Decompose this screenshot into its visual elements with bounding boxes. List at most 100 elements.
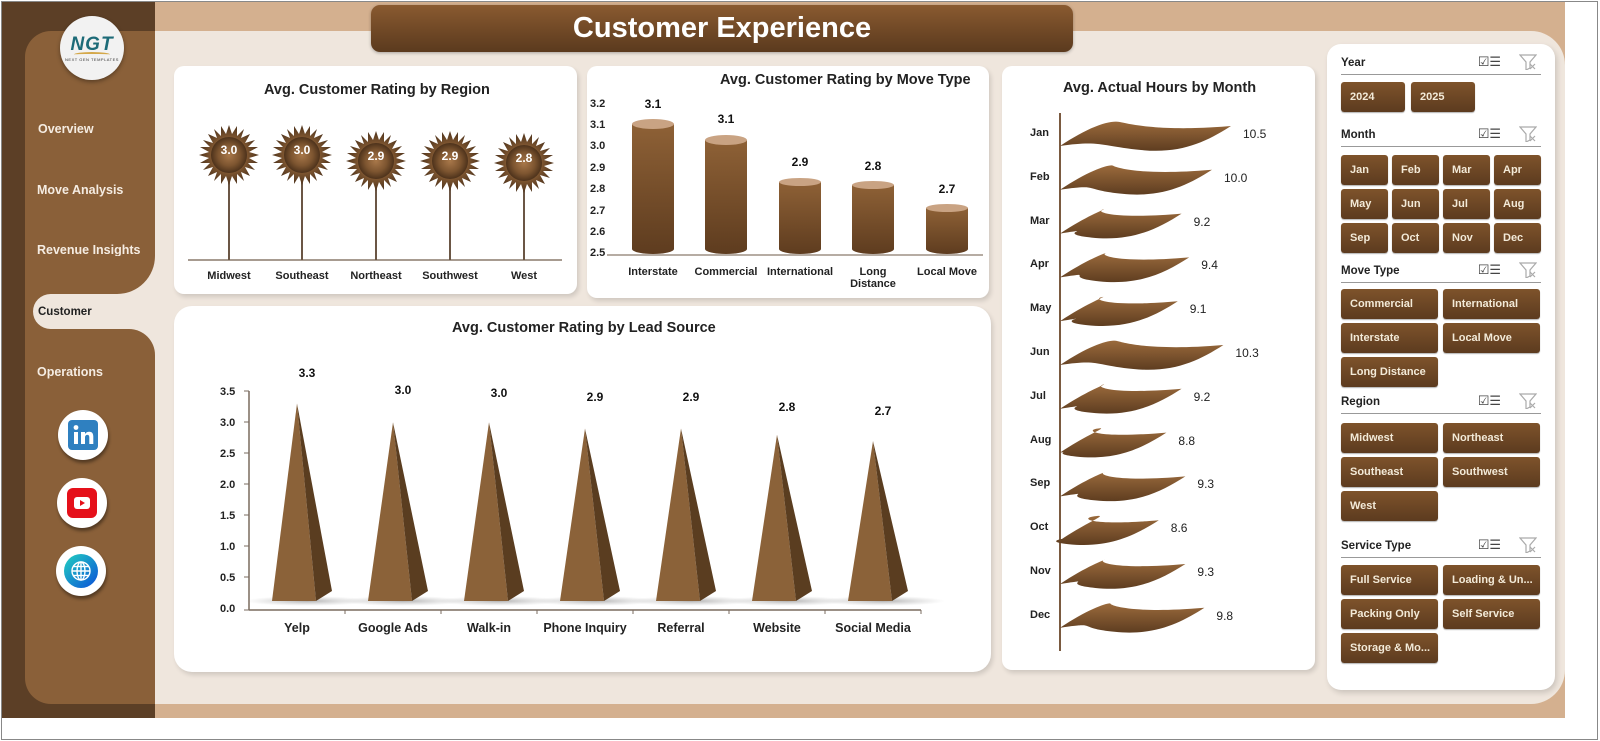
website-button[interactable] [56,546,106,596]
sidebar-item-revenue-insights[interactable]: Revenue Insights [37,243,141,257]
slicer-move-type-option[interactable]: International [1443,289,1540,319]
multi-select-icon[interactable]: ☑☰ [1477,262,1501,277]
slicer-month-option[interactable]: Nov [1443,223,1490,253]
data-label: 9.4 [1201,258,1218,273]
x-label: Commercial [694,266,758,278]
slicer-month-option[interactable]: May [1341,189,1388,219]
chart-card-region: Avg. Customer Rating by Region 3.0 3.0 2… [174,66,577,294]
y-tick: 1.0 [220,541,236,553]
sidebar-item-overview[interactable]: Overview [38,122,94,136]
y-tick: 2.0 [220,479,236,491]
y-tick: 1.5 [220,510,236,522]
clear-filter-icon[interactable] [1518,537,1538,556]
multi-select-icon[interactable]: ☑☰ [1477,54,1501,69]
slicer-month-option[interactable]: Jun [1392,189,1439,219]
slicer-region-option[interactable]: Midwest [1341,423,1438,453]
sidebar-item-operations[interactable]: Operations [37,365,103,379]
y-tick: 2.5 [220,448,236,460]
slicer-year-option[interactable]: 2024 [1341,82,1405,112]
lead-source-pyramid-chart [244,390,945,614]
youtube-button[interactable] [57,478,107,528]
data-label: 2.7 [938,182,956,196]
clear-filter-icon[interactable] [1518,393,1538,412]
slicer-service-type-option[interactable]: Loading & Un... [1443,565,1540,595]
slicer-year-option[interactable]: 2025 [1411,82,1475,112]
move-type-cylinder-chart [607,119,983,256]
slicer-month-option[interactable]: Jul [1443,189,1490,219]
multi-select-icon[interactable]: ☑☰ [1477,126,1501,141]
y-tick: 2.7 [590,205,606,217]
y-tick: 0.5 [220,572,236,584]
data-label: 9.2 [1193,389,1211,404]
slicer-month-option[interactable]: Mar [1443,155,1490,185]
data-label: 2.8 [778,400,796,414]
page-title: Customer Experience [371,5,1073,52]
slicer-region-option[interactable]: Northeast [1443,423,1540,453]
logo-text: NGT [70,34,114,55]
data-label: 2.7 [874,404,892,418]
data-label: 2.9 [367,149,385,163]
slicer-month-option[interactable]: Oct [1392,223,1439,253]
data-label: 3.1 [644,97,662,111]
slicer-service-type-option[interactable]: Packing Only [1341,599,1438,629]
slicer-month-option[interactable]: Dec [1494,223,1541,253]
x-label: Google Ads [358,621,428,635]
clear-filter-icon[interactable] [1518,262,1538,281]
sidebar-item-customer[interactable]: Customer [33,294,155,329]
slicer-region-option[interactable]: Southwest [1443,457,1540,487]
slicer-move-type-option[interactable]: Interstate [1341,323,1438,353]
month-label: Sep [1030,477,1051,490]
slicer-move-type-option[interactable]: Local Move [1443,323,1540,353]
slicer-service-type-option[interactable]: Full Service [1341,565,1438,595]
data-label: 9.2 [1193,214,1211,229]
x-label: Phone Inquiry [543,621,627,635]
slicer-move-type-option[interactable]: Long Distance [1341,357,1438,387]
data-label: 3.1 [717,112,735,126]
slicer-header-move-type: Move Type ☑☰ [1341,262,1541,283]
clear-filter-icon[interactable] [1518,126,1538,145]
data-label: 3.0 [490,386,508,400]
x-label: Referral [657,621,705,635]
logo-swoosh-icon [74,52,110,57]
slicer-service-type-option[interactable]: Self Service [1443,599,1540,629]
clear-filter-icon[interactable] [1518,54,1538,73]
month-label: Oct [1030,521,1049,534]
x-label: Southeast [275,270,329,282]
slicer-region-option[interactable]: Southeast [1341,457,1438,487]
x-label: International [766,266,834,278]
month-label: Aug [1030,433,1052,446]
y-tick: 2.6 [590,226,606,238]
linkedin-button[interactable] [58,410,108,460]
sidebar-item-label: Customer [38,305,92,318]
y-tick: 2.5 [590,247,606,259]
data-label: 9.3 [1197,477,1215,492]
logo-subtitle: NEXT GEN TEMPLATES [65,57,119,62]
slicer-month-option[interactable]: Sep [1341,223,1388,253]
chart-title: Avg. Customer Rating by Move Type [720,72,971,88]
month-label: Jan [1030,127,1049,139]
data-label: 2.8 [515,151,533,165]
slicer-month-option[interactable]: Apr [1494,155,1541,185]
data-label: 9.1 [1189,302,1207,317]
hours-wave-chart [1056,113,1231,651]
y-tick: 2.9 [590,162,606,174]
month-label: May [1030,302,1052,315]
data-label: 10.3 [1235,346,1259,360]
nav-curve-top [112,256,155,294]
chart-card-lead-source: Avg. Customer Rating by Lead Source 3.5 … [174,306,991,672]
slicer-month-option[interactable]: Aug [1494,189,1541,219]
data-label: 10.0 [1224,170,1248,185]
ngt-logo[interactable]: NGT NEXT GEN TEMPLATES [60,16,124,80]
multi-select-icon[interactable]: ☑☰ [1477,537,1501,552]
sidebar-item-move-analysis[interactable]: Move Analysis [37,183,124,197]
multi-select-icon[interactable]: ☑☰ [1477,393,1501,408]
slicer-month-option[interactable]: Jan [1341,155,1388,185]
y-tick: 3.5 [220,386,236,398]
slicer-month-option[interactable]: Feb [1392,155,1439,185]
slicer-header-month: Month ☑☰ [1341,126,1541,147]
chart-title: Avg. Customer Rating by Lead Source [452,320,716,336]
slicer-region-option[interactable]: West [1341,491,1438,521]
slicer-move-type-option[interactable]: Commercial [1341,289,1438,319]
slicer-service-type-option[interactable]: Storage & Mo... [1341,633,1438,663]
